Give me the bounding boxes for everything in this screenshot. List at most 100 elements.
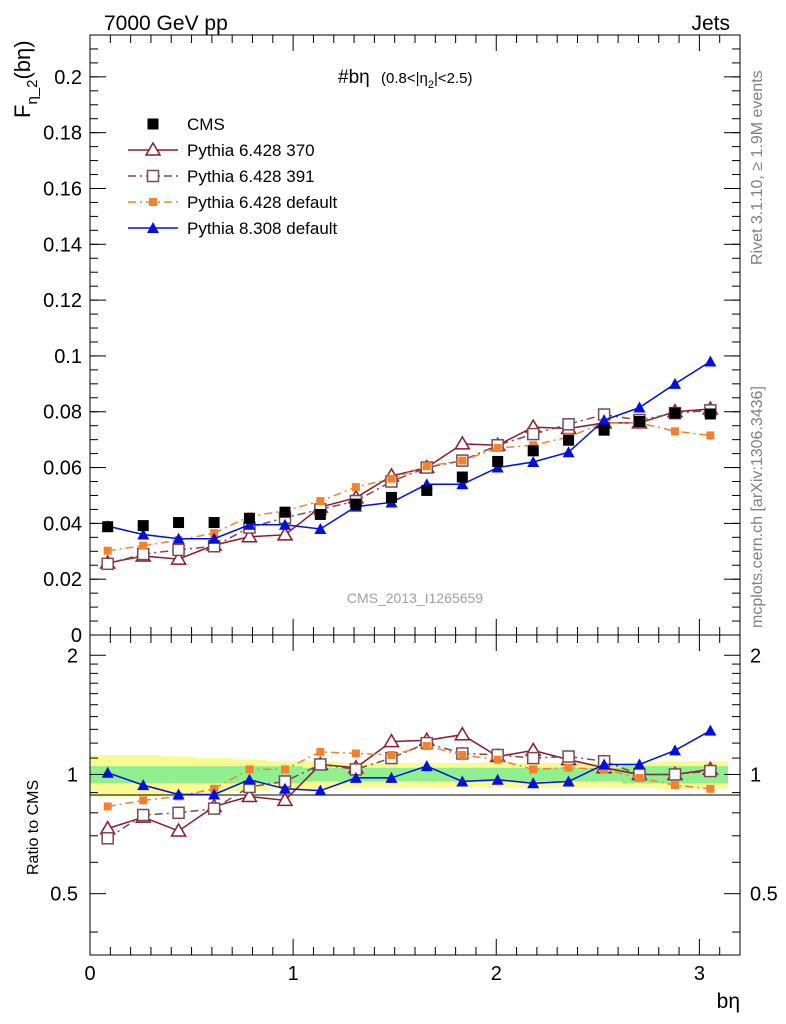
main-ytick-label: 0.08 [43,402,82,424]
main-ylabel: Fη_2(bη) [10,40,41,118]
ratio-point-pythia-8-308-default [172,788,185,800]
point-pythia-6-428-default [458,456,467,465]
header-right: Jets [691,12,730,35]
point-pythia-8-308-default [279,518,291,530]
point-cms [102,521,114,533]
ratio-ytick-label: 0.5 [50,884,78,906]
series-line-pythia-6-428-default [107,422,711,552]
ratio-point-pythia-8-308-default [314,784,327,796]
legend-marker-pythia-8-308-default [147,222,159,233]
mcplots-label: mcplots.cern.ch [arXiv:1306.3436] [749,386,766,628]
legend-marker-cms [147,118,159,130]
ratio-point-pythia-6-428-default [529,765,538,774]
point-cms [279,506,291,518]
point-cms [173,517,185,529]
point-pythia-6-428-370 [170,550,187,565]
ratio-point-pythia-6-428-default [245,765,254,774]
ratio-point-pythia-8-308-default [385,771,398,783]
ratio-point-pythia-6-428-default [103,802,112,811]
point-cms [456,471,468,483]
main-ylabel-tail: (bη) [10,40,35,79]
header-left: 7000 GeV pp [104,12,228,35]
ratio-point-pythia-6-428-370 [170,822,187,837]
point-pythia-6-428-default [529,441,538,450]
ratio-point-pythia-8-308-default [208,788,221,800]
ratio-point-pythia-6-428-391 [526,751,540,765]
main-ytick-label: 0.06 [43,458,82,480]
ratio-ylabel: Ratio to CMS [25,780,42,875]
ratio-point-pythia-6-428-default [671,781,679,790]
ratio-point-pythia-8-308-default [633,758,646,770]
legend-label-pythia-6-428-391: Pythia 6.428 391 [187,167,315,186]
ratio-point-pythia-6-428-370 [383,733,400,748]
ratio-point-pythia-6-428-370 [276,791,294,807]
ratio-series [99,724,719,845]
plot-title-main: #bη [338,67,370,88]
point-pythia-6-428-default [387,474,396,483]
ratio-point-pythia-6-428-default [387,750,396,759]
point-pythia-6-428-391 [136,547,150,561]
point-cms [137,520,149,532]
point-pythia-8-308-default [172,532,185,544]
point-cms [669,407,681,419]
point-cms [633,416,645,428]
ratio-point-pythia-8-308-default [562,775,575,787]
point-cms [208,517,220,529]
point-pythia-6-428-default [493,444,502,453]
ratio-point-pythia-8-308-default [101,766,114,778]
point-pythia-8-308-default [527,455,540,467]
ratio-ytick-label: 2 [67,645,78,667]
point-cms [385,491,397,503]
main-ylabel-f: F [10,105,35,118]
ratio-point-pythia-8-308-default [243,773,256,785]
main-ytick-label: 0.1 [54,346,82,368]
point-cms [350,498,362,510]
ratio-line-pythia-6-428-default [107,745,711,808]
ratio-point-pythia-8-308-default [137,779,150,791]
ratio-point-pythia-6-428-default [316,747,325,756]
ratio-point-pythia-6-428-default [422,741,431,750]
point-pythia-6-428-370 [276,526,294,541]
point-cms [492,455,504,467]
rivet-label: Rivet 3.1.10, ≥ 1.9M events [749,70,766,265]
main-panel: 00.020.040.060.080.10.120.140.160.180.2 … [10,34,741,647]
ratio-point-pythia-6-428-391 [704,764,717,778]
legend-marker-pythia-6-428-391 [146,169,160,183]
point-cms [598,424,610,436]
ratio-point-pythia-8-308-default [349,771,362,783]
ratio-point-pythia-6-428-391 [136,808,150,822]
ratio-point-pythia-6-428-default [635,773,644,782]
point-pythia-8-308-default [243,518,256,530]
ratio-point-pythia-6-428-391 [314,758,327,771]
ratio-ytick-label-right: 2 [750,645,761,667]
main-ytick-label: 0 [71,625,82,647]
point-pythia-6-428-default [103,546,112,555]
point-pythia-8-308-default [704,355,717,367]
main-ytick-label: 0.02 [43,569,82,591]
point-cms [314,508,326,520]
legend-label-pythia-8-308-default: Pythia 8.308 default [187,219,338,238]
point-pythia-6-428-370 [241,528,258,543]
plot-title-sub3: |<2.5) [434,70,473,87]
ratio-xtick-label: 2 [491,963,502,985]
point-pythia-6-428-default [671,427,679,436]
ratio-xtick-label: 1 [288,963,299,985]
main-ytick-label: 0.16 [43,178,82,200]
legend-marker-pythia-6-428-370 [144,141,162,156]
point-pythia-8-308-default [598,414,611,426]
ratio-point-pythia-8-308-default [598,758,611,770]
main-ytick-label: 0.12 [43,290,82,312]
legend-label-cms: CMS [187,115,225,134]
point-cms [527,445,539,457]
point-pythia-8-308-default [137,528,150,540]
ratio-ytick-label: 1 [67,764,78,786]
main-series [99,355,719,571]
point-pythia-8-308-default [669,377,681,389]
ratio-panel: 0.5 0.5 1 1 2 2 0 1 2 3 Ratio to CMS bη [25,634,778,1013]
ratio-point-pythia-6-428-default [351,749,360,758]
point-pythia-8-308-default [456,478,469,490]
point-pythia-6-428-default [706,431,715,440]
watermark: CMS_2013_I1265659 [347,590,483,606]
point-pythia-6-428-default [316,497,325,506]
